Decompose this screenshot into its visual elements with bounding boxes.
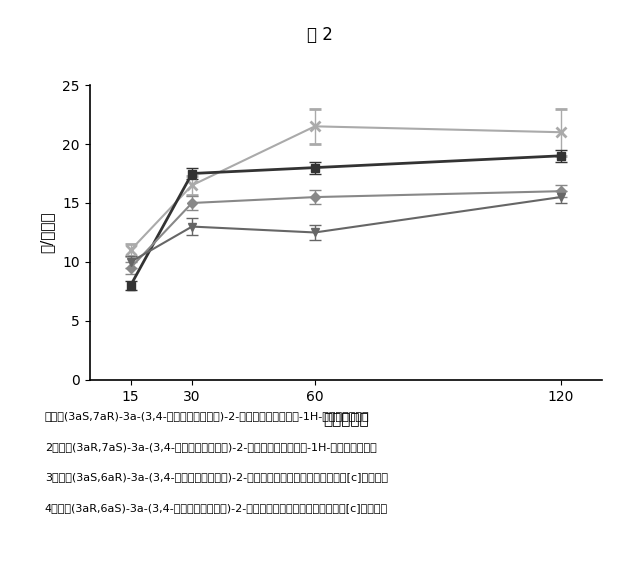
X-axis label: 時間（分）: 時間（分） <box>323 412 369 427</box>
Text: 2番目：(3aR,7aS)-3a-(3,4-ジクロロフェニル)-2-メチルオクタヒドロ-1H-イゾインドール: 2番目：(3aR,7aS)-3a-(3,4-ジクロロフェニル)-2-メチルオクタ… <box>45 442 376 452</box>
Text: 4番目：(3aR,6aS)-3a-(3,4-ジクロロフェニル)-2-メチルオクタヒドロシクロペンタ[c]ピロール: 4番目：(3aR,6aS)-3a-(3,4-ジクロロフェニル)-2-メチルオクタ… <box>45 503 388 513</box>
Text: 3番目：(3aS,6aR)-3a-(3,4-ジクロロフェニル)-2-メチルオクタヒドロシクロペンタ[c]ピロール: 3番目：(3aS,6aR)-3a-(3,4-ジクロロフェニル)-2-メチルオクタ… <box>45 472 388 483</box>
Y-axis label: 脳/血浆比: 脳/血浆比 <box>39 211 54 253</box>
Text: 図 2: 図 2 <box>307 26 333 44</box>
Text: 最上：(3aS,7aR)-3a-(3,4-ジクロロフェニル)-2-メチルオクタヒドロ-1H-イゾインドール: 最上：(3aS,7aR)-3a-(3,4-ジクロロフェニル)-2-メチルオクタヒ… <box>45 411 369 421</box>
